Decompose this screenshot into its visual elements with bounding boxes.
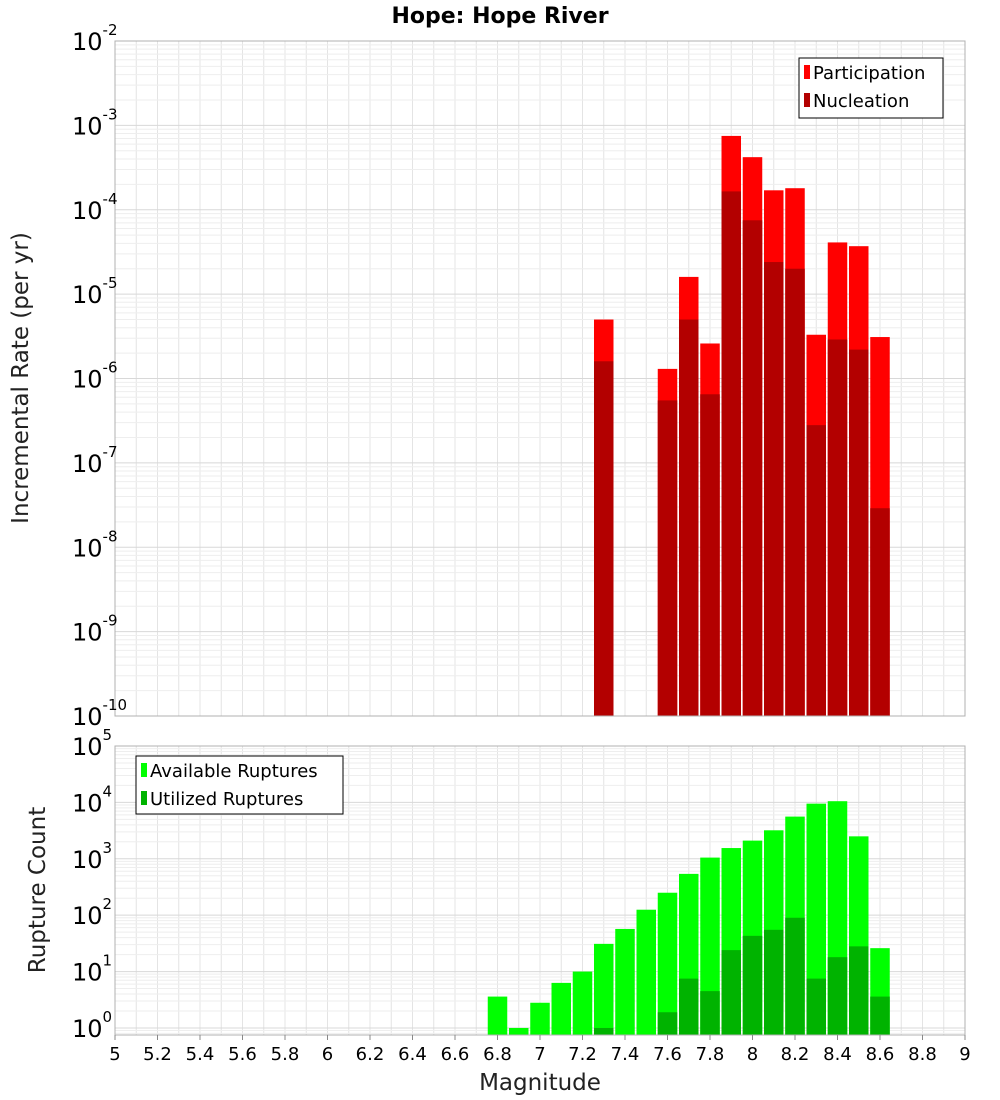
x-tick-label: 7.2 — [568, 1044, 597, 1065]
x-tick-label: 5.4 — [186, 1044, 215, 1065]
y-tick-label: 10-7 — [72, 443, 118, 478]
bar-utilized-ruptures — [721, 950, 741, 1035]
y-tick-label: 10-8 — [72, 527, 118, 562]
x-tick-label: 6.6 — [441, 1044, 470, 1065]
x-tick-label: 5.2 — [143, 1044, 172, 1065]
top-legend: Participation Nucleation — [798, 57, 944, 119]
x-tick-label: 8.8 — [908, 1044, 937, 1065]
legend-label: Nucleation — [813, 91, 909, 112]
y-tick-label: 10-3 — [72, 105, 118, 140]
y-tick-label: 10-5 — [72, 274, 118, 309]
y-tick-label: 10-2 — [72, 21, 118, 56]
bar-nucleation — [785, 268, 805, 716]
bar-available-ruptures — [700, 857, 720, 1035]
y-tick-label: 103 — [72, 839, 112, 874]
top-y-axis-label: Incremental Rate (per yr) — [8, 232, 34, 524]
x-tick-label: 6.2 — [356, 1044, 385, 1065]
x-tick-label: 5.8 — [271, 1044, 300, 1065]
bar-available-ruptures — [530, 1002, 550, 1035]
bar-utilized-ruptures — [806, 978, 826, 1035]
bar-available-ruptures — [636, 909, 656, 1035]
bar-available-ruptures — [657, 892, 678, 1035]
y-tick-label: 101 — [72, 952, 112, 987]
bar-utilized-ruptures — [870, 996, 890, 1035]
bar-nucleation — [679, 319, 699, 716]
bottom-legend: Available Ruptures Utilized Ruptures — [135, 755, 344, 815]
y-tick-label: 105 — [72, 726, 112, 761]
bottom-bars — [487, 801, 890, 1035]
legend-swatch — [141, 763, 147, 777]
bar-nucleation — [742, 220, 763, 717]
legend-box — [798, 57, 944, 119]
x-tick-label: 7 — [534, 1044, 545, 1065]
x-tick-label: 9 — [959, 1044, 970, 1065]
bar-nucleation — [806, 425, 826, 716]
x-tick-label: 8.6 — [866, 1044, 895, 1065]
x-tick-label: 5 — [109, 1044, 120, 1065]
bar-available-ruptures — [572, 971, 593, 1035]
x-tick-label: 7.8 — [696, 1044, 725, 1065]
x-axis-label: Magnitude — [479, 1070, 601, 1096]
x-tick-label: 7.6 — [653, 1044, 682, 1065]
bar-utilized-ruptures — [827, 957, 848, 1035]
x-tick-label: 8.2 — [781, 1044, 810, 1065]
y-tick-label: 102 — [72, 895, 112, 930]
x-tick-label: 6 — [322, 1044, 333, 1065]
legend-box — [135, 755, 344, 815]
bar-available-ruptures — [551, 982, 571, 1035]
bar-nucleation — [764, 262, 784, 716]
y-tick-label: 10-9 — [72, 612, 118, 647]
bar-nucleation — [657, 400, 678, 716]
bar-nucleation — [827, 339, 848, 716]
bar-available-ruptures — [509, 1027, 529, 1035]
bar-available-ruptures — [487, 996, 508, 1035]
legend-label: Available Ruptures — [150, 761, 318, 782]
bar-nucleation — [594, 361, 614, 716]
bar-nucleation — [870, 508, 890, 716]
x-tick-label: 7.4 — [611, 1044, 640, 1065]
y-tick-label: 10-10 — [72, 696, 127, 731]
legend-swatch — [141, 791, 147, 805]
top-plot-frame — [114, 40, 966, 717]
chart-title: Hope: Hope River — [391, 4, 608, 29]
bar-available-ruptures — [615, 928, 635, 1035]
x-tick-label: 6.8 — [483, 1044, 512, 1065]
bar-utilized-ruptures — [594, 1027, 614, 1035]
bar-nucleation — [721, 191, 741, 717]
bar-utilized-ruptures — [679, 978, 699, 1035]
bar-nucleation — [849, 349, 869, 716]
bar-utilized-ruptures — [849, 946, 869, 1035]
bar-utilized-ruptures — [764, 929, 784, 1035]
bottom-y-ticks: 100 101 102 103 104 105 — [72, 726, 112, 1043]
bar-available-ruptures — [806, 803, 826, 1035]
y-tick-label: 10-4 — [72, 190, 118, 225]
x-tick-label: 5.6 — [228, 1044, 257, 1065]
top-panel: 10-10 10-9 10-8 10-7 10-6 10-5 10-4 10-3 10-2 In… — [8, 21, 966, 731]
bar-utilized-ruptures — [700, 991, 720, 1035]
bottom-panel: 100 101 102 103 104 105 5 5.2 5.4 5.6 5.8 6 6.2 6.4 6… — [25, 726, 971, 1096]
bar-utilized-ruptures — [742, 935, 763, 1035]
bar-available-ruptures — [594, 943, 614, 1035]
y-tick-label: 100 — [72, 1008, 112, 1043]
legend-label: Participation — [813, 63, 925, 84]
bar-nucleation — [700, 394, 720, 716]
top-y-ticks: 10-10 10-9 10-8 10-7 10-6 10-5 10-4 10-3 10-2 — [72, 21, 127, 731]
x-tick-label: 6.4 — [398, 1044, 427, 1065]
legend-label: Utilized Ruptures — [150, 789, 303, 810]
y-tick-label: 10-6 — [72, 359, 118, 394]
top-grid — [114, 40, 966, 717]
x-tick-label: 8.4 — [823, 1044, 852, 1065]
top-bars — [594, 135, 890, 717]
legend-swatch — [804, 93, 810, 107]
x-tick-label: 8 — [747, 1044, 758, 1065]
bottom-y-axis-label: Rupture Count — [25, 807, 51, 973]
legend-swatch — [804, 65, 810, 79]
bar-utilized-ruptures — [657, 1012, 678, 1035]
bottom-x-ticks: 5 5.2 5.4 5.6 5.8 6 6.2 6.4 6.6 6.8 7 7.2 7.4 7.6 7.8 8… — [109, 1035, 971, 1065]
y-tick-label: 104 — [72, 782, 112, 817]
bar-utilized-ruptures — [785, 917, 805, 1035]
